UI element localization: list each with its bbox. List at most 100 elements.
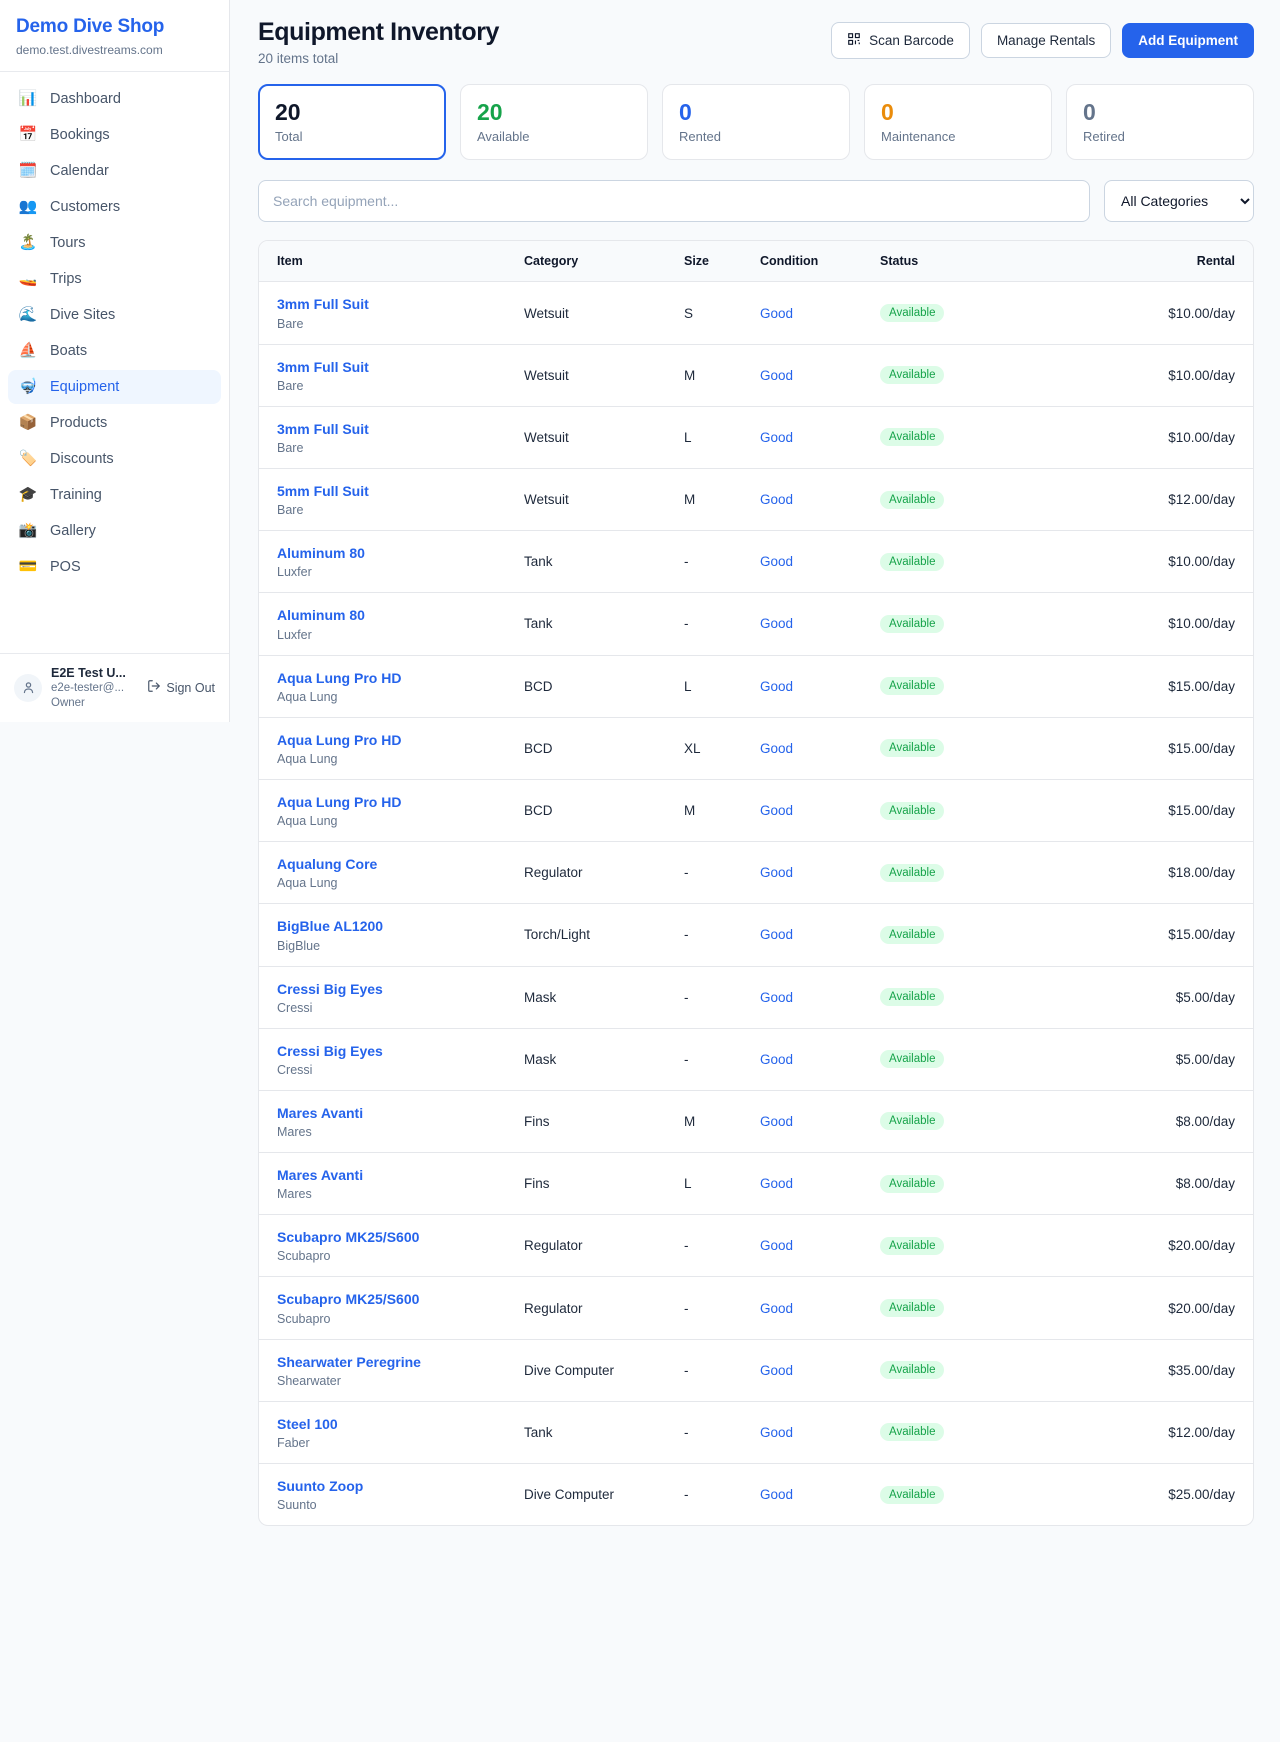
sidebar-item-pos[interactable]: 💳 POS (8, 550, 221, 584)
add-equipment-button[interactable]: Add Equipment (1122, 23, 1254, 58)
search-input[interactable] (258, 180, 1090, 223)
scan-barcode-button[interactable]: Scan Barcode (831, 22, 970, 59)
condition-link[interactable]: Good (760, 1051, 794, 1067)
condition-link[interactable]: Good (760, 429, 794, 445)
item-name-link[interactable]: Scubapro MK25/S600 (277, 1291, 420, 1308)
item-name-link[interactable]: Aluminum 80 (277, 607, 365, 624)
sidebar-item-tours[interactable]: 🏝️ Tours (8, 226, 221, 260)
item-name-link[interactable]: 3mm Full Suit (277, 358, 369, 375)
table-row[interactable]: Mares Avanti Mares Fins L Good Available $8.00… (259, 1152, 1253, 1216)
condition-link[interactable]: Good (760, 1238, 794, 1254)
table-row[interactable]: Suunto Zoop Suunto Dive Computer - Good Avail… (259, 1464, 1253, 1526)
table-row[interactable]: 5mm Full Suit Bare Wetsuit M Good Available $1… (259, 468, 1253, 532)
table-row[interactable]: Aluminum 80 Luxfer Tank - Good Available $10.0… (259, 530, 1253, 594)
stat-card-maintenance[interactable]: 0 Maintenance (864, 84, 1052, 161)
table-row[interactable]: Shearwater Peregrine Shearwater Dive Compu… (259, 1339, 1253, 1402)
item-name-link[interactable]: Steel 100 (277, 1415, 338, 1432)
item-name-link[interactable]: 5mm Full Suit (277, 483, 369, 499)
sidebar-item-customers[interactable]: 👥 Customers (8, 190, 221, 224)
sidebar-item-trips[interactable]: 🚤 Trips (8, 262, 221, 296)
condition-link[interactable]: Good (760, 1424, 794, 1440)
sidebar-item-dive-sites[interactable]: 🌊 Dive Sites (8, 298, 221, 332)
cell-category: BCD (514, 779, 674, 843)
item-name-link[interactable]: Aqualung Core (277, 856, 378, 873)
item-name-link[interactable]: BigBlue AL1200 (277, 918, 384, 935)
brand-header[interactable]: Demo Dive Shop demo.test.divestreams.com (0, 0, 229, 72)
table-row[interactable]: 3mm Full Suit Bare Wetsuit L Good Available $1… (259, 406, 1253, 470)
condition-link[interactable]: Good (760, 1300, 794, 1316)
sidebar-item-dashboard[interactable]: 📊 Dashboard (8, 82, 221, 116)
table-row[interactable]: Aqualung Core Aqua Lung Regulator - Good Avai… (259, 841, 1253, 905)
table-row[interactable]: Aqua Lung Pro HD Aqua Lung BCD L Good Availab… (259, 655, 1253, 718)
condition-link[interactable]: Good (760, 492, 794, 508)
condition-link[interactable]: Good (760, 305, 794, 321)
table-row[interactable]: Mares Avanti Mares Fins M Good Available $8.00… (259, 1090, 1253, 1154)
item-name-link[interactable]: Aqua Lung Pro HD (277, 793, 402, 810)
table-row[interactable]: Aluminum 80 Luxfer Tank - Good Available $10.0… (259, 592, 1253, 656)
sidebar-item-bookings[interactable]: 📅 Bookings (8, 118, 221, 152)
cell-category: Wetsuit (514, 406, 674, 470)
table-row[interactable]: Scubapro MK25/S600 Scubapro Regulator - Good… (259, 1214, 1253, 1278)
cell-size: M (674, 1090, 750, 1154)
table-row[interactable]: Aqua Lung Pro HD Aqua Lung BCD M Good Availab… (259, 779, 1253, 843)
cell-item: Aluminum 80 Luxfer (259, 592, 514, 656)
item-name-link[interactable]: Cressi Big Eyes (277, 1042, 383, 1059)
avatar (14, 673, 42, 702)
condition-link[interactable]: Good (760, 740, 794, 756)
sidebar-item-calendar[interactable]: 🗓️ Calendar (8, 154, 221, 188)
sign-out-button[interactable]: Sign Out (147, 679, 215, 696)
speedboat-icon: 🚤 (18, 270, 38, 288)
condition-link[interactable]: Good (760, 1362, 794, 1378)
category-select[interactable]: All Categories (1104, 180, 1254, 223)
table-row[interactable]: Aqua Lung Pro HD Aqua Lung BCD XL Good Availa… (259, 717, 1253, 780)
table-row[interactable]: 3mm Full Suit Bare Wetsuit S Good Available $1… (259, 281, 1253, 345)
island-icon: 🏝️ (18, 234, 38, 252)
stat-card-total[interactable]: 20 Total (258, 84, 446, 161)
table-row[interactable]: BigBlue AL1200 BigBlue Torch/Light - Good Ava… (259, 903, 1253, 967)
cell-item: Shearwater Peregrine Shearwater (259, 1339, 514, 1402)
table-row[interactable]: Cressi Big Eyes Cressi Mask - Good Available $… (259, 966, 1253, 1029)
item-name-link[interactable]: 3mm Full Suit (277, 296, 369, 313)
condition-link[interactable]: Good (760, 1176, 794, 1192)
sidebar-item-gallery[interactable]: 📸 Gallery (8, 514, 221, 548)
item-name-link[interactable]: Scubapro MK25/S600 (277, 1229, 420, 1246)
condition-link[interactable]: Good (760, 616, 794, 632)
sidebar-item-label: Equipment (50, 378, 120, 395)
condition-link[interactable]: Good (760, 865, 794, 881)
sidebar-item-discounts[interactable]: 🏷️ Discounts (8, 442, 221, 476)
table-row[interactable]: Cressi Big Eyes Cressi Mask - Good Available $… (259, 1028, 1253, 1091)
item-name-link[interactable]: Aqua Lung Pro HD (277, 731, 402, 748)
item-name-link[interactable]: 3mm Full Suit (277, 420, 369, 437)
condition-link[interactable]: Good (760, 1113, 794, 1129)
item-name-link[interactable]: Mares Avanti (277, 1167, 364, 1184)
stat-card-rented[interactable]: 0 Rented (662, 84, 850, 161)
item-brand: Bare (277, 441, 304, 455)
condition-link[interactable]: Good (760, 803, 794, 819)
stat-card-available[interactable]: 20 Available (460, 84, 648, 161)
cell-condition: Good (750, 592, 870, 656)
item-name-link[interactable]: Aqua Lung Pro HD (277, 669, 402, 686)
table-row[interactable]: 3mm Full Suit Bare Wetsuit M Good Available $1… (259, 344, 1253, 407)
condition-link[interactable]: Good (760, 927, 794, 943)
table-row[interactable]: Steel 100 Faber Tank - Good Available $12.00/d… (259, 1401, 1253, 1465)
sidebar-item-training[interactable]: 🎓 Training (8, 478, 221, 512)
item-name-link[interactable]: Aluminum 80 (277, 545, 365, 562)
cell-condition: Good (750, 903, 870, 967)
item-name-link[interactable]: Mares Avanti (277, 1104, 364, 1121)
item-name-link[interactable]: Cressi Big Eyes (277, 980, 383, 997)
condition-link[interactable]: Good (760, 678, 794, 694)
item-name-link[interactable]: Shearwater Peregrine (277, 1353, 421, 1370)
table-row[interactable]: Scubapro MK25/S600 Scubapro Regulator - Good… (259, 1276, 1253, 1340)
cell-item: Aluminum 80 Luxfer (259, 530, 514, 594)
condition-link[interactable]: Good (760, 367, 794, 383)
item-name-link[interactable]: Suunto Zoop (277, 1478, 364, 1494)
manage-rentals-button[interactable]: Manage Rentals (980, 23, 1112, 58)
sidebar-item-boats[interactable]: ⛵ Boats (8, 334, 221, 368)
stat-card-retired[interactable]: 0 Retired (1066, 84, 1254, 161)
cell-size: XL (674, 717, 750, 780)
condition-link[interactable]: Good (760, 989, 794, 1005)
sidebar-item-products[interactable]: 📦 Products (8, 406, 221, 440)
condition-link[interactable]: Good (760, 1487, 794, 1503)
condition-link[interactable]: Good (760, 554, 794, 570)
sidebar-item-equipment[interactable]: 🤿 Equipment (8, 369, 221, 404)
